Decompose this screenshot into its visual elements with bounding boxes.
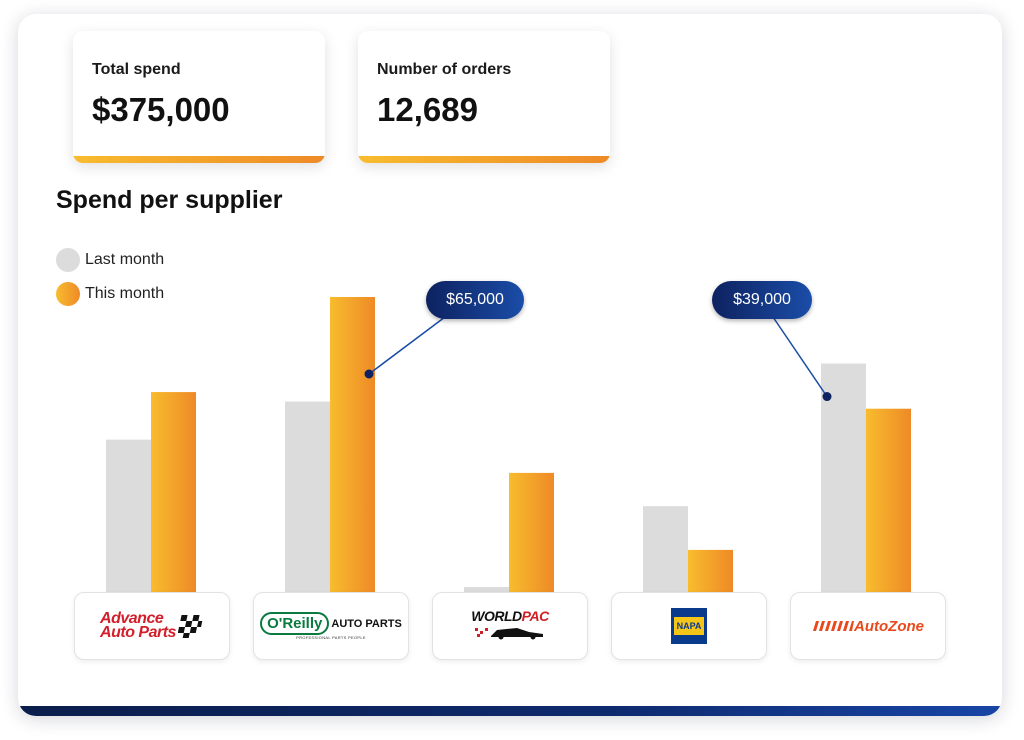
logo-autozone: AutoZone [790,592,946,660]
section-title: Spend per supplier [56,186,283,214]
legend-this-month-label: This month [85,285,165,302]
napa-logo-text: NAPA [674,617,704,635]
logo-advance-auto-parts: Advance Auto Parts [74,592,230,660]
total-spend-label: Total spend [92,61,181,78]
legend-this-month-swatch [56,282,80,306]
legend-this-month: This month [56,282,164,306]
oreilly-tagline: PROFESSIONAL PARTS PEOPLE [296,635,366,640]
advance-logo-line2: Auto Parts [100,624,176,641]
bar-last-month-3 [643,506,688,606]
card-footer-bar [18,706,1002,716]
autozone-logo-text: AutoZone [854,617,924,635]
orders-card: Number of orders 12,689 [358,31,610,163]
total-spend-card: Total spend $375,000 [73,31,325,163]
bar-last-month-4 [821,363,866,606]
callout-connector-0 [368,316,446,375]
callout-connector-1 [772,316,828,397]
orders-accent-bar [358,156,610,163]
orders-label: Number of orders [377,61,512,78]
bar-this-month-1 [330,297,375,606]
bar-this-month-2 [509,472,554,606]
logo-oreilly: O'Reilly AUTO PARTS PROFESSIONAL PARTS P… [253,592,409,660]
advance-logo-line1: Advance [100,610,164,627]
checkered-flag-icon [177,615,203,638]
worldpac-text-pac: PAC [521,607,550,624]
oreilly-brand: O'Reilly [260,612,330,635]
oreilly-suffix: AUTO PARTS [331,617,402,630]
total-spend-value: $375,000 [92,91,230,128]
total-spend-accent-bar [73,156,325,163]
bar-last-month-0 [106,439,151,606]
bar-this-month-0 [151,392,196,606]
legend-last-month: Last month [56,248,164,272]
callout-dot-1 [822,392,832,402]
worldpac-text-world: WORLD [471,607,522,624]
callout-dot-0 [364,369,374,379]
autozone-stripes-icon [813,621,854,631]
logo-napa: NAPA [611,592,767,660]
race-car-icon [474,627,543,639]
callout-39000: $39,000 [712,281,812,319]
callout-65000: $65,000 [426,281,524,319]
orders-value: 12,689 [377,91,478,128]
legend-last-month-swatch [56,248,80,272]
legend-last-month-label: Last month [85,251,165,268]
logo-worldpac: WORLDPAC [432,592,588,660]
bar-this-month-4 [866,408,911,606]
bar-last-month-1 [285,401,330,606]
